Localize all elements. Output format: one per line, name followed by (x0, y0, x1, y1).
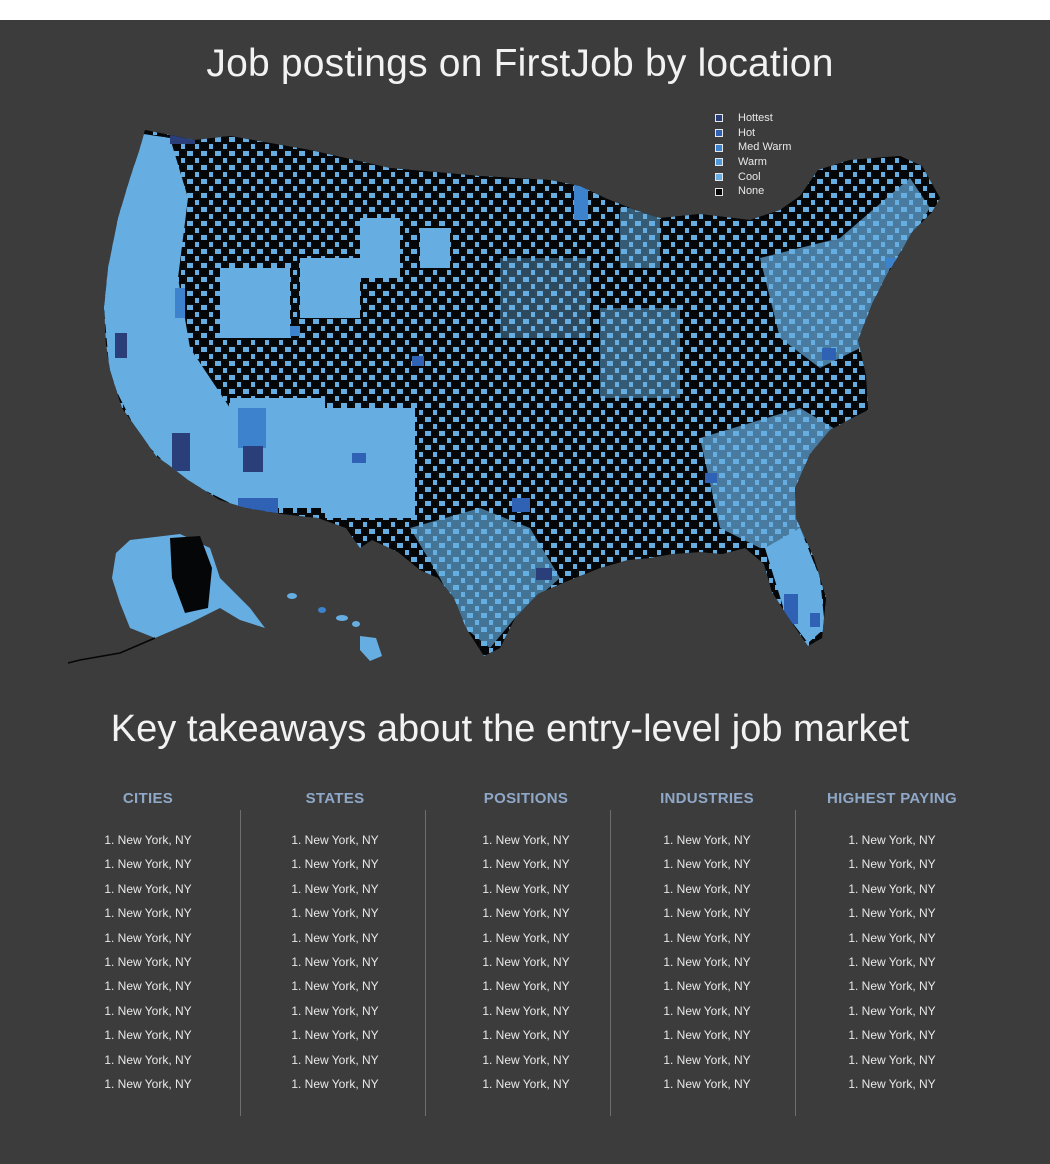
legend-label: Med Warm (738, 141, 792, 154)
list-item: 1. New York, NY (482, 1003, 570, 1018)
legend-swatch (715, 143, 723, 152)
list-item: 1. New York, NY (482, 1028, 570, 1043)
list-item: 1. New York, NY (848, 881, 936, 896)
takeaway-column-cities: CITIES 1. New York, NY 1. New York, NY 1. N… (68, 790, 228, 1101)
list-item: 1. New York, NY (104, 954, 192, 969)
column-header: POSITIONS (483, 790, 569, 807)
list-item: 1. New York, NY (104, 1052, 192, 1067)
list-item: 1. New York, NY (663, 881, 751, 896)
column-divider (240, 810, 241, 1116)
map-legend: Hottest Hot Med Warm Warm Cool None (715, 111, 791, 199)
list-item: 1. New York, NY (663, 1003, 751, 1018)
list-item: 1. New York, NY (663, 1028, 751, 1043)
column-divider (425, 810, 426, 1116)
list-item: 1. New York, NY (663, 930, 751, 945)
list-item: 1. New York, NY (291, 833, 379, 847)
takeaway-column-industries: INDUSTRIES 1. New York, NY 1. New York, NY… (627, 790, 787, 1101)
list-item: 1. New York, NY (104, 1028, 192, 1043)
list-item: 1. New York, NY (663, 979, 751, 994)
takeaways-columns: CITIES 1. New York, NY 1. New York, NY 1. N… (55, 790, 985, 1120)
column-header: CITIES (122, 790, 174, 807)
list-item: 1. New York, NY (663, 833, 751, 847)
list-item: 1. New York, NY (482, 906, 570, 921)
list-item: 1. New York, NY (482, 979, 570, 994)
legend-label: Cool (738, 170, 761, 183)
column-header: HIGHEST PAYING (826, 790, 958, 807)
legend-item: None (715, 184, 791, 199)
column-divider (795, 810, 796, 1116)
takeaway-column-highest-paying: HIGHEST PAYING 1. New York, NY 1. New York… (812, 790, 972, 1101)
list-item: 1. New York, NY (482, 1052, 570, 1067)
list-item: 1. New York, NY (104, 930, 192, 945)
list-item: 1. New York, NY (482, 930, 570, 945)
list-item: 1. New York, NY (291, 1052, 379, 1067)
list-item: 1. New York, NY (104, 1003, 192, 1018)
list-item: 1. New York, NY (291, 930, 379, 945)
list-item: 1. New York, NY (291, 881, 379, 896)
list-item: 1. New York, NY (663, 954, 751, 969)
list-item: 1. New York, NY (848, 857, 936, 872)
legend-swatch (715, 187, 723, 196)
legend-swatch (715, 129, 723, 138)
list-item: 1. New York, NY (291, 857, 379, 872)
infographic-page: Job postings on FirstJob by location (0, 20, 1050, 1164)
legend-label: None (738, 185, 765, 198)
legend-item: Hot (715, 126, 791, 141)
list-item: 1. New York, NY (104, 979, 192, 994)
list-item: 1. New York, NY (848, 979, 936, 994)
list-item: 1. New York, NY (848, 1076, 936, 1091)
list-item: 1. New York, NY (104, 906, 192, 921)
takeaways-title: Key takeaways about the entry-level job … (110, 708, 910, 750)
list-item: 1. New York, NY (291, 1003, 379, 1018)
list-item: 1. New York, NY (291, 1076, 379, 1091)
list-item: 1. New York, NY (104, 857, 192, 872)
list-item: 1. New York, NY (848, 1052, 936, 1067)
takeaway-column-states: STATES 1. New York, NY 1. New York, NY 1. N… (255, 790, 415, 1101)
list-item: 1. New York, NY (482, 857, 570, 872)
list-item: 1. New York, NY (104, 881, 192, 896)
list-item: 1. New York, NY (663, 906, 751, 921)
us-county-map (67, 130, 940, 664)
list-item: 1. New York, NY (291, 954, 379, 969)
column-divider (610, 810, 611, 1116)
legend-swatch (715, 158, 723, 167)
list-item: 1. New York, NY (482, 833, 570, 847)
list-item: 1. New York, NY (663, 1076, 751, 1091)
list-item: 1. New York, NY (104, 1076, 192, 1091)
list-item: 1. New York, NY (291, 906, 379, 921)
list-item: 1. New York, NY (848, 954, 936, 969)
legend-swatch (715, 114, 723, 123)
legend-item: Cool (715, 170, 791, 185)
list-item: 1. New York, NY (848, 906, 936, 921)
list-item: 1. New York, NY (482, 1076, 570, 1091)
list-item: 1. New York, NY (848, 1003, 936, 1018)
legend-label: Hottest (738, 112, 773, 124)
legend-swatch (715, 173, 723, 182)
legend-item: Hottest (715, 111, 791, 126)
list-item: 1. New York, NY (291, 1028, 379, 1043)
list-item: 1. New York, NY (848, 930, 936, 945)
list-item: 1. New York, NY (482, 881, 570, 896)
list-item: 1. New York, NY (291, 979, 379, 994)
column-header: STATES (305, 790, 365, 807)
list-item: 1. New York, NY (848, 833, 936, 847)
legend-item: Warm (715, 155, 791, 170)
map-title: Job postings on FirstJob by location (206, 42, 834, 85)
legend-label: Hot (738, 126, 756, 139)
takeaway-column-positions: POSITIONS 1. New York, NY 1. New York, NY 1… (446, 790, 606, 1101)
list-item: 1. New York, NY (663, 857, 751, 872)
legend-label: Warm (738, 156, 767, 169)
hawaii (287, 593, 382, 661)
legend-item: Med Warm (715, 140, 791, 155)
list-item: 1. New York, NY (848, 1028, 936, 1043)
list-item: 1. New York, NY (104, 833, 192, 847)
list-item: 1. New York, NY (482, 954, 570, 969)
list-item: 1. New York, NY (663, 1052, 751, 1067)
column-header: INDUSTRIES (660, 790, 754, 807)
